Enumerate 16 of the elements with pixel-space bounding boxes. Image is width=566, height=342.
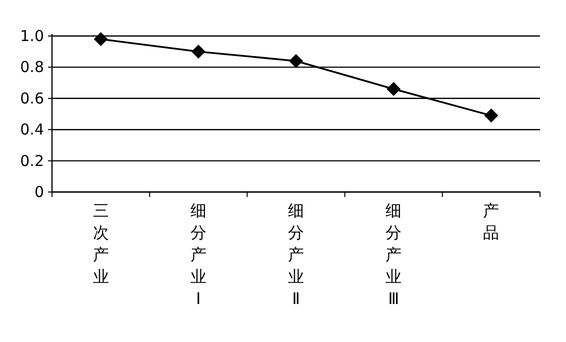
y-tick-label: 0.6 xyxy=(20,89,44,108)
x-tick-label: 细分产业Ⅱ xyxy=(288,201,304,308)
y-tick-label: 0.4 xyxy=(20,120,44,139)
y-tick-label: 0.2 xyxy=(20,152,44,170)
point xyxy=(484,108,498,123)
y-tick-label: 0 xyxy=(34,183,44,201)
point xyxy=(386,82,401,96)
x-tick-label: 细分产业Ⅰ xyxy=(190,201,206,308)
y-tick-label: 0.8 xyxy=(20,58,44,76)
x-tick-label: 细分产业Ⅲ xyxy=(386,201,402,308)
point xyxy=(94,32,108,46)
x-tick-label: 三次产业 xyxy=(92,201,109,286)
point xyxy=(289,54,303,68)
point xyxy=(191,44,206,59)
x-tick-label: 产品 xyxy=(483,201,500,242)
y-tick-label: 1.0 xyxy=(20,27,44,45)
